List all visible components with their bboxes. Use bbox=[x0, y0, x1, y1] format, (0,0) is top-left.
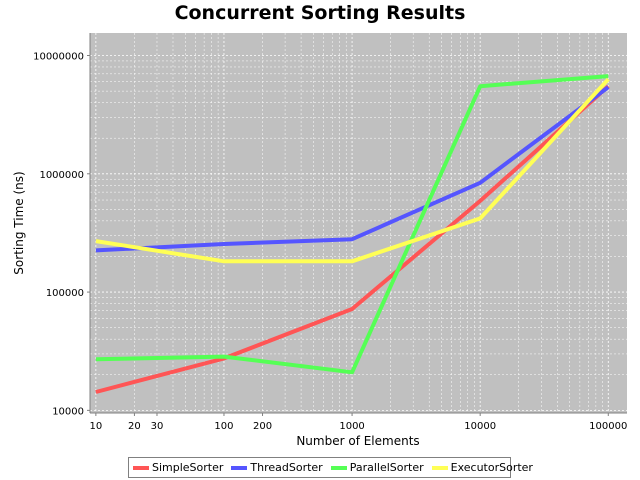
series-line-executorsorter bbox=[95, 77, 610, 264]
series-line-simplesorter bbox=[95, 84, 610, 394]
legend-swatch bbox=[330, 465, 347, 470]
x-tick-label: 1000 bbox=[339, 421, 364, 432]
series-line-parallelsorter bbox=[95, 74, 609, 375]
x-tick-label: 20 bbox=[128, 421, 141, 432]
legend-label: ThreadSorter bbox=[250, 461, 323, 474]
legend-item-executorsorter: ExecutorSorter bbox=[431, 461, 533, 474]
x-tick-label: 30 bbox=[151, 421, 164, 432]
legend-item-simplesorter: SimpleSorter bbox=[133, 461, 223, 474]
y-tick-label: 10000 bbox=[52, 406, 84, 417]
legend-swatch bbox=[431, 465, 448, 470]
x-tick-label: 10 bbox=[89, 421, 102, 432]
x-axis-label: Number of Elements bbox=[296, 434, 419, 448]
x-tick-label: 10000 bbox=[464, 421, 496, 432]
y-tick-label: 100000 bbox=[46, 288, 84, 299]
x-tick-label: 100000 bbox=[589, 421, 627, 432]
plot-background bbox=[90, 33, 627, 413]
y-axis-label: Sorting Time (ns) bbox=[12, 171, 26, 274]
legend-item-threadsorter: ThreadSorter bbox=[231, 461, 323, 474]
x-tick-label: 200 bbox=[253, 421, 272, 432]
y-tick-label: 1000000 bbox=[39, 170, 84, 181]
series-line-threadsorter bbox=[95, 85, 610, 253]
legend: SimpleSorter ThreadSorter ParallelSorter Ex… bbox=[128, 457, 533, 478]
x-tick-label: 100 bbox=[214, 421, 233, 432]
y-tick-label: 10000000 bbox=[33, 52, 84, 63]
legend-label: ExecutorSorter bbox=[450, 461, 533, 474]
legend-swatch bbox=[231, 465, 248, 470]
legend-item-parallelsorter: ParallelSorter bbox=[330, 461, 424, 474]
legend-label: ParallelSorter bbox=[349, 461, 424, 474]
series-layer bbox=[95, 74, 610, 394]
legend-label: SimpleSorter bbox=[152, 461, 224, 474]
chart-title: Concurrent Sorting Results bbox=[174, 2, 466, 24]
tick-layer: 10 20 30 100 200 1000 10000 100000 10000 100000 10… bbox=[33, 52, 627, 432]
legend-swatch bbox=[133, 465, 149, 470]
